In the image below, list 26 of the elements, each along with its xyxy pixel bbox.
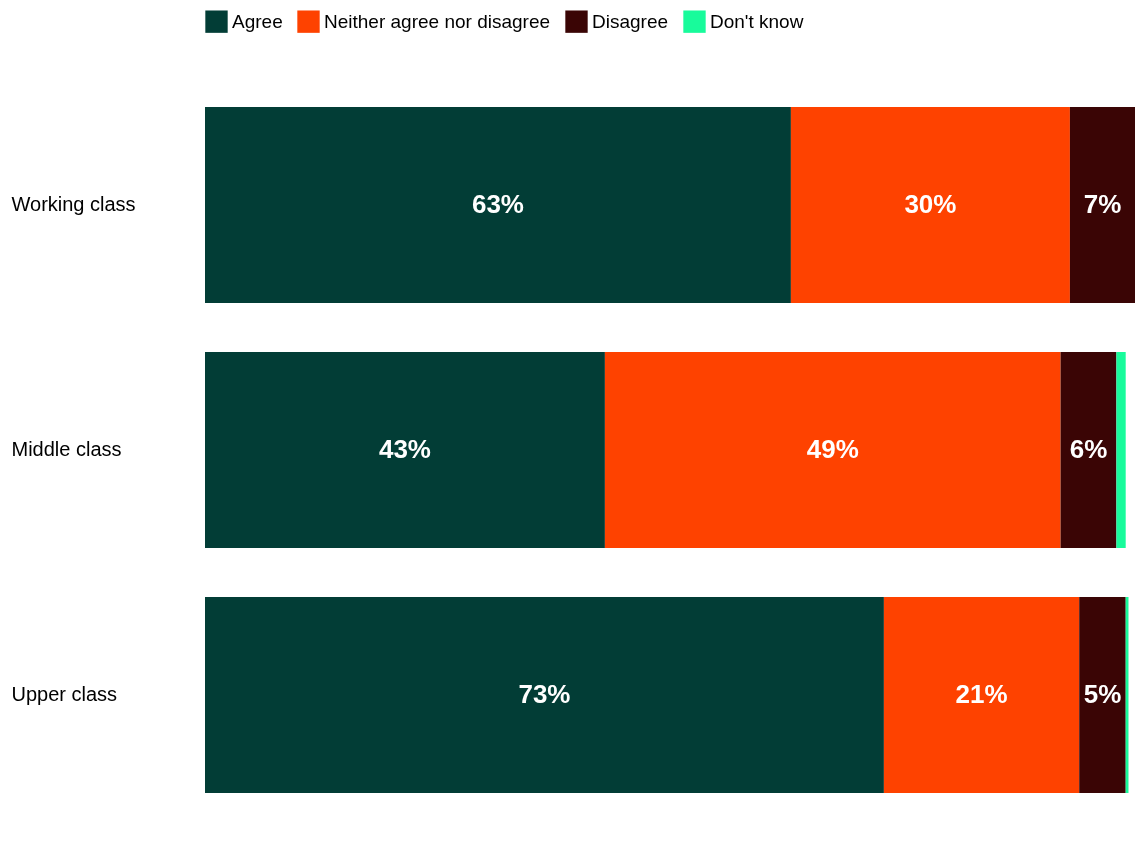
data-label: 49% xyxy=(806,434,859,464)
data-label: 43% xyxy=(378,434,431,464)
bar xyxy=(205,107,791,303)
bar xyxy=(205,352,605,548)
bar xyxy=(790,107,1070,303)
data-label: 6% xyxy=(1069,434,1108,464)
legend-label: Don't know xyxy=(710,10,804,32)
y-tick-label: Upper class xyxy=(11,683,118,705)
legend-label: Disagree xyxy=(592,10,669,32)
bar xyxy=(1079,597,1126,793)
y-tick-label: Working class xyxy=(11,193,136,215)
data-label: 21% xyxy=(955,679,1008,709)
bar xyxy=(205,597,884,793)
legend-label: Neither agree nor disagree xyxy=(324,10,551,32)
data-label: 7% xyxy=(1083,189,1122,219)
bar xyxy=(1116,352,1126,548)
data-label: 30% xyxy=(904,189,957,219)
data-label: 73% xyxy=(518,679,571,709)
data-label: 5% xyxy=(1083,679,1122,709)
data-label: 63% xyxy=(471,189,524,219)
bar xyxy=(1060,352,1117,548)
bar xyxy=(883,597,1080,793)
bar xyxy=(1069,107,1135,303)
bar xyxy=(604,352,1061,548)
legend-label: Agree xyxy=(232,10,283,32)
y-tick-label: Middle class xyxy=(11,438,122,460)
